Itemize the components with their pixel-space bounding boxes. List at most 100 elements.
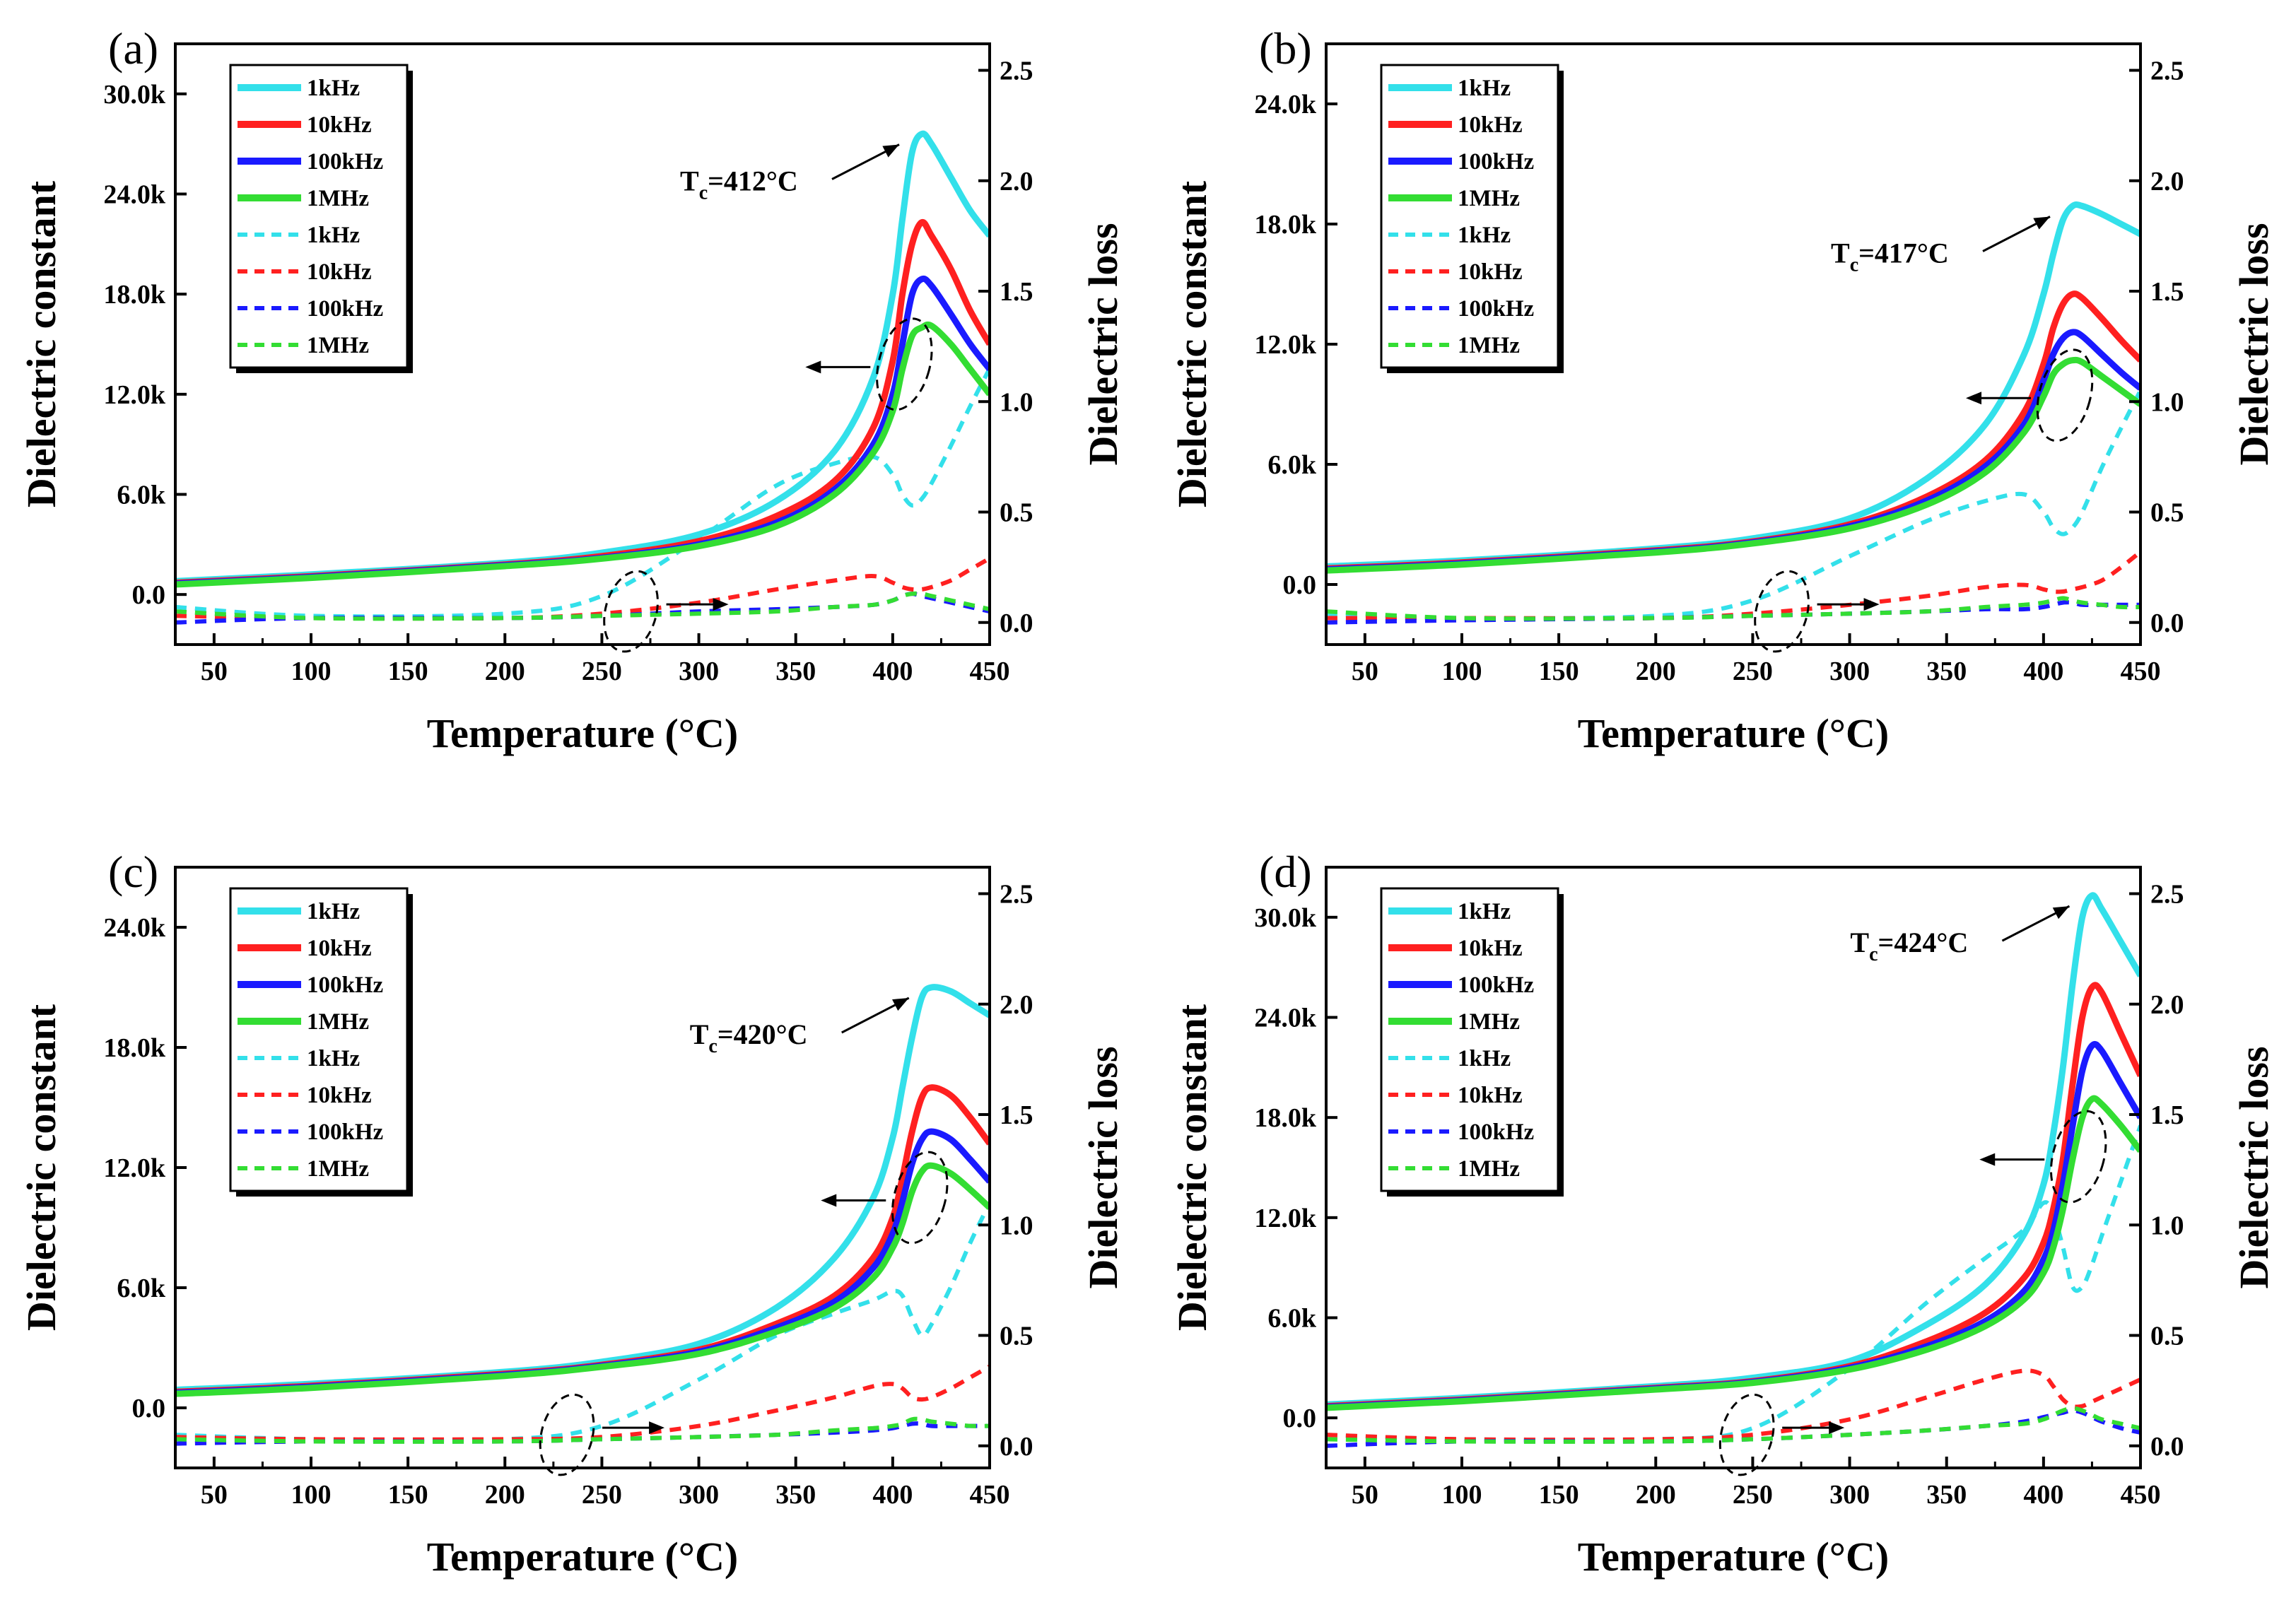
legend-label: 1kHz xyxy=(307,223,360,248)
legend-label: 100kHz xyxy=(307,972,383,998)
y-left-tick-label: 24.0k xyxy=(1254,90,1317,119)
y-right-axis-title: Dielectric loss xyxy=(2231,1046,2277,1288)
tc-annotation: Tc=420°C xyxy=(690,997,910,1057)
panel-label: (a) xyxy=(108,23,158,74)
legend-label: 1MHz xyxy=(307,1009,369,1035)
y-left-tick-label: 24.0k xyxy=(103,913,166,943)
legend-label: 10kHz xyxy=(307,112,372,138)
y-left-tick-label: 30.0k xyxy=(1254,903,1317,933)
legend-label: 1MHz xyxy=(307,333,369,358)
x-tick-label: 200 xyxy=(485,657,525,686)
constant-line-1MHz xyxy=(1326,356,2140,574)
y-right-tick-label: 0.5 xyxy=(1000,498,1033,528)
left-axis-arrowhead xyxy=(805,360,821,374)
x-tick-label: 50 xyxy=(201,1480,228,1510)
x-axis-title: Temperature (°C) xyxy=(427,1534,738,1580)
x-tick-label: 450 xyxy=(970,1480,1010,1510)
legend-label: 10kHz xyxy=(1458,936,1523,961)
y-left-tick-label: 24.0k xyxy=(1254,1004,1317,1033)
y-left-tick-label: 6.0k xyxy=(117,481,166,510)
y-left-tick-label: 6.0k xyxy=(1267,1304,1317,1334)
legend-label: 1kHz xyxy=(307,1046,360,1071)
legend-label: 1kHz xyxy=(1458,223,1511,248)
y-right-tick-label: 1.5 xyxy=(2150,1100,2184,1130)
legend-label: 100kHz xyxy=(307,296,383,322)
left-axis-arrowhead xyxy=(1966,392,1982,405)
loss-line-1MHz xyxy=(1326,596,2140,621)
tc-arrowhead xyxy=(892,998,909,1011)
legend: 1kHz 10kHz 100kHz 1MHz 1kHz 10kHz 100kHz 1MHz xyxy=(1380,887,1564,1197)
tc-label: Tc=412°C xyxy=(680,165,798,204)
constant-line-1MHz xyxy=(1326,1095,2140,1411)
y-right-tick-label: 0.0 xyxy=(1000,1432,1033,1462)
y-right-tick-label: 2.0 xyxy=(1000,990,1033,1020)
legend-box xyxy=(1380,887,1559,1192)
loss-line-1MHz xyxy=(1326,1406,2140,1444)
constant-ellipse xyxy=(2036,348,2094,442)
tc-annotation: Tc=424°C xyxy=(1850,905,2070,965)
x-tick-label: 200 xyxy=(1636,657,1676,686)
y-left-tick-label: 18.0k xyxy=(103,280,166,310)
y-left-tick-label: 0.0 xyxy=(132,1394,166,1423)
tc-annotation: Tc=417°C xyxy=(1831,216,2051,276)
legend-box xyxy=(229,887,409,1192)
legend-label: 100kHz xyxy=(1458,1119,1534,1145)
legend-label: 100kHz xyxy=(307,1119,383,1145)
legend-label: 1MHz xyxy=(1458,333,1520,358)
legend-label: 10kHz xyxy=(1458,259,1523,285)
x-tick-label: 400 xyxy=(872,657,913,686)
y-right-tick-label: 2.0 xyxy=(2150,167,2184,196)
y-right-tick-label: 2.5 xyxy=(2150,57,2184,86)
x-tick-label: 200 xyxy=(1636,1480,1676,1510)
chart-panel-1: (a) 50 100 150 200 250 300 350 400 450 0.0 6.0k 12.0… xyxy=(18,23,1126,756)
panel-label: (d) xyxy=(1259,847,1312,897)
legend-label: 10kHz xyxy=(1458,1083,1523,1108)
y-left-axis-title: Dielectric constant xyxy=(18,1004,64,1331)
y-left-tick-label: 6.0k xyxy=(1267,450,1317,480)
y-left-tick-label: 18.0k xyxy=(1254,210,1317,240)
x-tick-label: 350 xyxy=(1926,657,1967,686)
y-left-tick-label: 0.0 xyxy=(132,580,166,610)
y-left-tick-label: 18.0k xyxy=(103,1033,166,1063)
y-right-tick-label: 0.5 xyxy=(2150,498,2184,528)
right-axis-arrowhead xyxy=(1829,1421,1845,1435)
loss-line-1MHz xyxy=(175,591,990,621)
y-right-tick-label: 0.5 xyxy=(2150,1322,2184,1351)
legend-label: 1kHz xyxy=(1458,899,1511,924)
y-right-tick-label: 2.0 xyxy=(1000,167,1033,196)
legend-label: 100kHz xyxy=(1458,972,1534,998)
loss-line-1kHz xyxy=(175,368,990,619)
x-tick-label: 350 xyxy=(775,1480,816,1510)
y-left-tick-label: 30.0k xyxy=(103,80,166,110)
y-right-tick-label: 1.5 xyxy=(1000,277,1033,307)
y-left-tick-label: 12.0k xyxy=(103,1153,166,1183)
x-tick-label: 100 xyxy=(1442,1480,1482,1510)
tc-arrowhead xyxy=(2033,216,2050,230)
legend-label: 1MHz xyxy=(307,186,369,211)
y-left-tick-label: 12.0k xyxy=(1254,330,1317,360)
y-right-tick-label: 0.0 xyxy=(2150,1432,2184,1462)
loss-line-10kHz xyxy=(175,1364,990,1442)
constant-ellipse xyxy=(876,317,933,411)
x-tick-label: 300 xyxy=(1829,1480,1870,1510)
x-tick-label: 350 xyxy=(1926,1480,1967,1510)
x-tick-label: 150 xyxy=(1539,1480,1579,1510)
left-axis-arrowhead xyxy=(821,1194,837,1207)
y-right-tick-label: 1.5 xyxy=(1000,1100,1033,1130)
constant-line-1MHz xyxy=(175,1162,990,1397)
y-left-tick-label: 0.0 xyxy=(1283,1404,1317,1433)
chart-panel-4: (d) 50 100 150 200 250 300 350 400 450 0.0 6.0k 12.0… xyxy=(1169,847,2277,1580)
loss-ellipse xyxy=(1754,570,1810,653)
constant-ellipse xyxy=(2049,1110,2107,1204)
y-right-tick-label: 2.0 xyxy=(2150,990,2184,1020)
x-tick-label: 100 xyxy=(291,1480,332,1510)
loss-line-10kHz xyxy=(175,556,990,621)
x-tick-label: 300 xyxy=(1829,657,1870,686)
y-left-tick-label: 24.0k xyxy=(103,180,166,210)
y-right-tick-label: 2.5 xyxy=(1000,57,1033,86)
panel-label: (b) xyxy=(1259,23,1312,74)
x-tick-label: 400 xyxy=(872,1480,913,1510)
right-axis-arrowhead xyxy=(713,598,729,611)
x-tick-label: 450 xyxy=(2121,657,2161,686)
legend-label: 100kHz xyxy=(307,149,383,175)
